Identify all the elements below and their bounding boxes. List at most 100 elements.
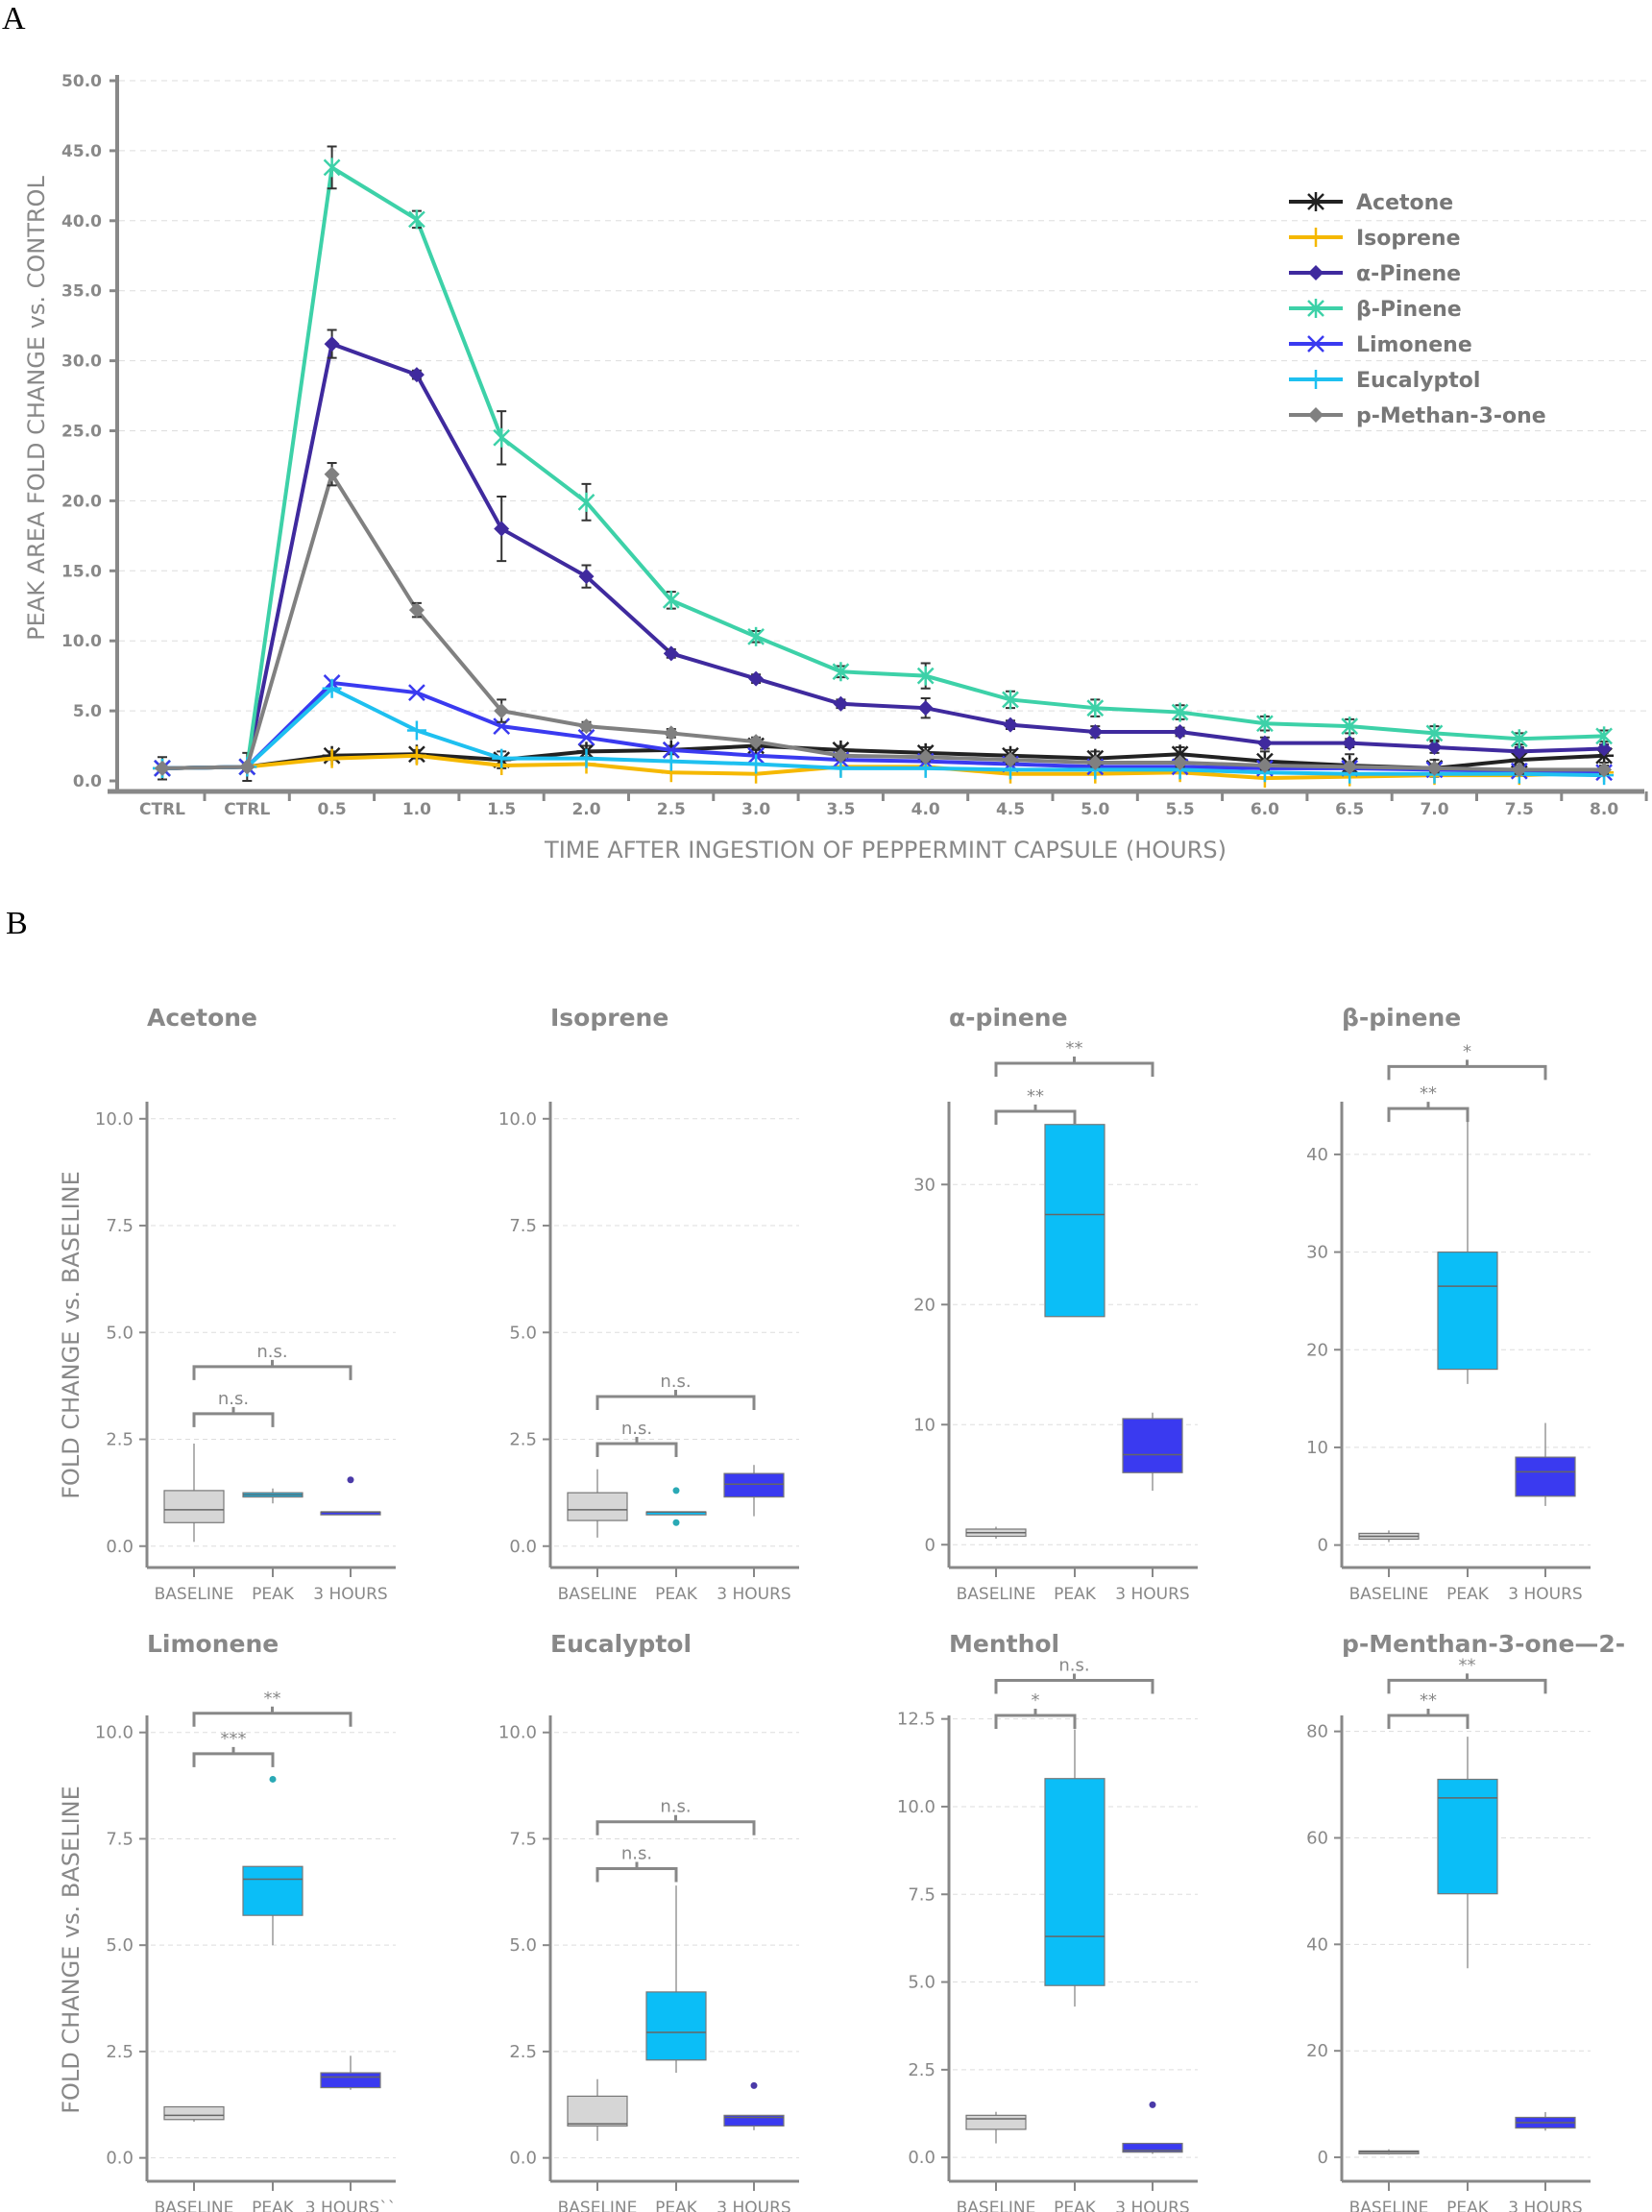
- y-tick-label: 80: [1306, 1722, 1328, 1742]
- y-tick-label: 20: [1306, 2041, 1328, 2061]
- data-point: [1342, 735, 1358, 751]
- box: [242, 1488, 304, 1504]
- box: [567, 1469, 628, 1538]
- x-tick-label: BASELINE: [558, 2199, 638, 2212]
- y-tick-label: 30.0: [61, 352, 102, 372]
- legend-item: p-Methan-3-one: [1289, 404, 1546, 428]
- box: [567, 2078, 628, 2141]
- x-tick-label: PEAK: [1446, 2199, 1490, 2212]
- subplot-title: p-Menthan-3-one—2-: [1342, 1630, 1625, 1658]
- subplot-title: Acetone: [147, 1004, 257, 1032]
- y-tick-label: 0.0: [106, 2149, 134, 2169]
- y-tick-label: 10: [1306, 1438, 1328, 1458]
- data-point: [917, 749, 934, 766]
- y-tick-label: 5.0: [509, 1323, 537, 1343]
- significance-label: *: [1032, 1690, 1040, 1711]
- box: [320, 2055, 381, 2090]
- y-tick-label: 0: [1318, 2148, 1328, 2168]
- y-tick-label: 5.0: [73, 702, 102, 721]
- y-tick-label: 12.5: [897, 1710, 935, 1730]
- x-tick-label: 3 HOURS: [1508, 2199, 1582, 2212]
- subplot-title: β-pinene: [1342, 1004, 1461, 1032]
- panel-a-label: A: [2, 1, 26, 36]
- y-tick-label: 10.0: [95, 1723, 134, 1743]
- x-tick-label: 5.0: [1081, 800, 1109, 819]
- x-tick-label: 2.5: [657, 800, 686, 819]
- legend-item: β-Pinene: [1289, 298, 1462, 322]
- y-tick-label: 0.0: [106, 1537, 134, 1557]
- data-point: [916, 666, 935, 686]
- box: [965, 1526, 1027, 1539]
- significance-label: **: [1420, 1083, 1437, 1104]
- y-axis-title: PEAK AREA FOLD CHANGE vs. CONTROL: [23, 176, 50, 641]
- data-point: [577, 492, 595, 512]
- legend-item: Isoprene: [1289, 227, 1461, 251]
- y-tick-label: 0.0: [908, 2148, 935, 2168]
- y-tick-label: 10.0: [95, 1109, 134, 1130]
- y-tick-label: 25.0: [61, 423, 102, 442]
- box: [1358, 2149, 1420, 2155]
- data-point: [1306, 370, 1325, 389]
- legend-item: α-Pinene: [1289, 262, 1461, 286]
- data-point: [406, 720, 426, 741]
- box-iqr: [163, 1490, 225, 1523]
- data-point: [1596, 762, 1613, 778]
- significance-bracket: [994, 1709, 1077, 1729]
- series-line: [161, 686, 1605, 778]
- data-point: [492, 748, 512, 768]
- data-point: [661, 751, 681, 771]
- data-point: [1426, 740, 1443, 756]
- y-tick-label: 10.0: [498, 1723, 537, 1743]
- data-point: [1172, 755, 1188, 771]
- boxplot-Acetone: Acetone 0.0 2.5 5.0 7.5 10.0 BASELINE PEAK 3 HOU…: [95, 1004, 396, 1604]
- data-point: [578, 569, 595, 585]
- data-point: [408, 684, 425, 702]
- outlier-point: [1149, 2101, 1156, 2108]
- box: [1515, 1422, 1576, 1506]
- box: [1122, 1412, 1183, 1491]
- series-α-Pinene: [155, 328, 1613, 776]
- data-point: [1426, 760, 1443, 776]
- significance-label: n.s.: [660, 1797, 691, 1817]
- x-tick-label: BASELINE: [558, 1585, 638, 1604]
- x-tick-label: PEAK: [655, 1585, 698, 1604]
- data-point: [1425, 723, 1444, 743]
- y-axis-title: FOLD CHANGE vs. BASELINE: [58, 1786, 85, 2114]
- box-iqr: [567, 1492, 628, 1521]
- significance-bracket: [1387, 1059, 1547, 1081]
- y-tick-label: 5.0: [908, 1973, 935, 1993]
- significance-label: n.s.: [621, 1843, 652, 1863]
- data-point: [833, 695, 849, 712]
- outlier-point: [347, 1476, 354, 1484]
- x-tick-label: 0.5: [318, 800, 347, 819]
- box-iqr: [1044, 1124, 1105, 1318]
- y-tick-label: 30: [1306, 1243, 1328, 1263]
- y-tick-label: 50.0: [61, 72, 102, 91]
- series-β-Pinene: [154, 145, 1613, 778]
- x-tick-label: PEAK: [252, 2199, 295, 2212]
- significance-bracket: [192, 1746, 275, 1767]
- box-iqr: [320, 2072, 381, 2089]
- y-tick-label: 7.5: [509, 1216, 537, 1236]
- box: [1044, 1118, 1105, 1318]
- data-point: [322, 678, 342, 698]
- series-Limonene: [154, 674, 1613, 782]
- box: [1437, 1737, 1498, 1969]
- box-iqr: [1122, 2142, 1183, 2153]
- data-point: [832, 662, 850, 682]
- x-tick-label: 4.0: [911, 800, 940, 819]
- legend-label: p-Methan-3-one: [1356, 404, 1546, 428]
- y-tick-label: 5.0: [106, 1323, 134, 1343]
- significance-bracket: [1387, 1709, 1470, 1729]
- data-point: [408, 602, 425, 619]
- data-point: [747, 626, 765, 646]
- box-iqr: [1515, 1456, 1576, 1497]
- box: [723, 2081, 785, 2130]
- y-axis-title: FOLD CHANGE vs. BASELINE: [58, 1171, 85, 1499]
- data-point: [1306, 192, 1325, 211]
- data-point: [1595, 726, 1613, 746]
- series-p-Methan-3-one: [155, 462, 1613, 778]
- y-tick-label: 2.5: [509, 1430, 537, 1450]
- subplot-title: Eucalyptol: [550, 1630, 692, 1658]
- y-tick-label: 10.0: [498, 1109, 537, 1130]
